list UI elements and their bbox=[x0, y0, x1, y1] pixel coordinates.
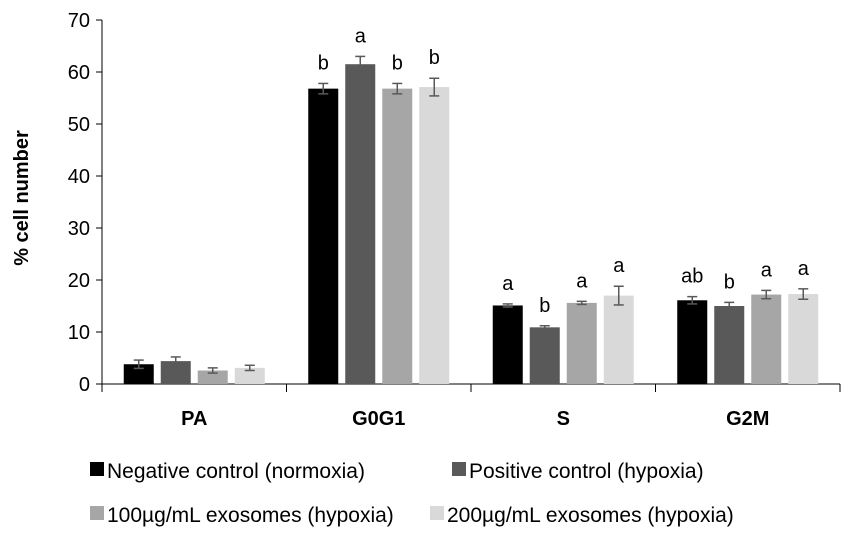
legend-swatch bbox=[430, 506, 444, 520]
legend-swatch bbox=[452, 462, 466, 476]
error-bar bbox=[761, 289, 772, 300]
legend-label: Positive control (hypoxia) bbox=[469, 460, 704, 483]
error-bar bbox=[244, 364, 255, 372]
error-bar bbox=[133, 359, 144, 370]
y-tick-label: 20 bbox=[68, 270, 90, 292]
x-category-label: G0G1 bbox=[352, 408, 405, 430]
error-bar bbox=[318, 82, 329, 95]
y-tick-label: 70 bbox=[68, 10, 90, 32]
significance-label: a bbox=[502, 273, 514, 295]
bar bbox=[382, 88, 413, 384]
significance-label: b bbox=[318, 52, 329, 74]
error-bar bbox=[576, 300, 587, 306]
y-tick-label: 60 bbox=[68, 62, 90, 84]
y-tick-label: 50 bbox=[68, 114, 90, 136]
legend-swatch bbox=[90, 506, 104, 520]
error-bar bbox=[392, 82, 403, 95]
bar bbox=[677, 300, 708, 384]
error-bar bbox=[355, 55, 366, 73]
error-bar bbox=[502, 303, 513, 308]
bar bbox=[345, 64, 376, 384]
error-bar bbox=[687, 295, 698, 305]
significance-label: a bbox=[576, 270, 588, 292]
bar bbox=[492, 305, 523, 384]
x-category-label: PA bbox=[181, 408, 207, 430]
x-category-label: G2M bbox=[726, 408, 769, 430]
y-tick-label: 0 bbox=[79, 374, 90, 396]
bar bbox=[788, 294, 819, 384]
y-tick-label: 30 bbox=[68, 218, 90, 240]
legend-swatch bbox=[90, 462, 104, 476]
significance-label: ab bbox=[681, 266, 703, 288]
bar bbox=[197, 370, 228, 384]
significance-label: b bbox=[724, 271, 735, 293]
significance-label: a bbox=[761, 259, 773, 281]
y-axis: 0 10 20 30 40 50 60 70 bbox=[68, 10, 103, 396]
y-axis-label: % cell number bbox=[11, 130, 33, 266]
significance-label: b bbox=[429, 47, 440, 69]
error-bar bbox=[613, 285, 624, 306]
significance-label: a bbox=[355, 25, 367, 47]
y-tick-label: 10 bbox=[68, 322, 90, 344]
error-bar bbox=[798, 288, 809, 300]
significance-label: a bbox=[798, 258, 810, 280]
bar bbox=[160, 361, 191, 384]
bar bbox=[234, 367, 265, 384]
legend-label: Negative control (normoxia) bbox=[107, 460, 365, 483]
error-bar bbox=[429, 77, 440, 97]
legend-label: 200µg/mL exosomes (hypoxia) bbox=[447, 504, 734, 527]
bar bbox=[751, 294, 782, 384]
legend: Negative control (normoxia) Positive cont… bbox=[90, 460, 734, 527]
error-bar bbox=[207, 367, 218, 374]
error-bar bbox=[724, 301, 735, 311]
bar bbox=[714, 306, 745, 384]
significance-label: b bbox=[392, 52, 403, 74]
bar bbox=[123, 364, 154, 384]
error-bar bbox=[539, 325, 550, 330]
significance-label: b bbox=[539, 295, 550, 317]
bar bbox=[419, 87, 450, 384]
significance-label: a bbox=[613, 255, 625, 277]
y-tick-label: 40 bbox=[68, 166, 90, 188]
bar bbox=[566, 302, 597, 384]
error-bar bbox=[170, 356, 181, 367]
bar bbox=[308, 88, 339, 384]
bar bbox=[529, 327, 560, 384]
legend-label: 100µg/mL exosomes (hypoxia) bbox=[107, 504, 394, 527]
x-category-label: S bbox=[557, 408, 570, 430]
bar bbox=[603, 295, 634, 384]
x-axis: PA G0G1 S G2M bbox=[101, 383, 841, 430]
